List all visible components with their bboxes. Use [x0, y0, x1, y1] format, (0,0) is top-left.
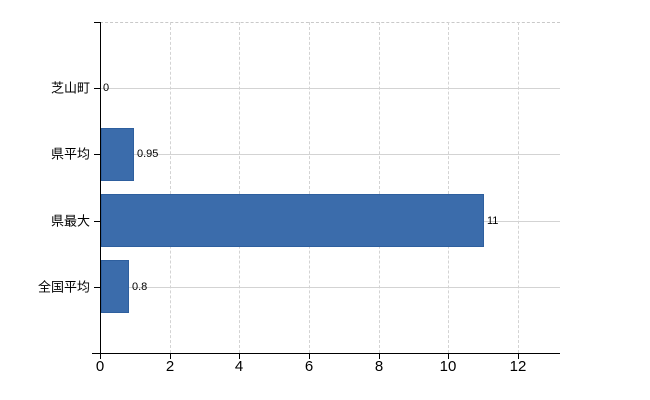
- y-axis-tick: [94, 22, 100, 23]
- vertical-gridline: [239, 22, 241, 353]
- y-axis-tick: [94, 154, 100, 155]
- y-axis-tick: [94, 88, 100, 89]
- y-category-label: 全国平均: [37, 279, 90, 295]
- x-axis-tick-label: 8: [374, 358, 384, 375]
- bar-value-label: 11: [487, 215, 499, 227]
- x-axis-tick: [309, 354, 310, 359]
- y-category-label: 芝山町: [50, 80, 90, 96]
- x-axis-tick-label: 12: [509, 358, 527, 375]
- x-axis-tick-label: 4: [234, 358, 244, 375]
- x-axis-tick-label: 6: [304, 358, 314, 375]
- x-axis-tick: [170, 354, 171, 359]
- y-axis-tick: [94, 221, 100, 222]
- x-axis-tick: [518, 354, 519, 359]
- x-axis-tick: [448, 354, 449, 359]
- vertical-gridline: [448, 22, 450, 353]
- bar: [101, 194, 484, 247]
- x-axis-tick-label: 2: [165, 358, 175, 375]
- x-axis-tick-label: 10: [439, 358, 457, 375]
- plot-top-border: [100, 22, 560, 23]
- x-axis-line: [92, 353, 560, 354]
- x-axis-tick: [100, 354, 101, 359]
- vertical-gridline: [169, 22, 171, 353]
- x-axis-tick: [239, 354, 240, 359]
- bar-value-label: 0.95: [137, 148, 159, 160]
- bar: [101, 128, 134, 181]
- vertical-gridline: [309, 22, 310, 353]
- horizontal-gridline: [100, 154, 560, 155]
- bar-value-label: 0: [103, 82, 110, 94]
- vertical-gridline: [378, 22, 380, 353]
- horizontal-gridline: [100, 88, 560, 89]
- y-axis-line: [100, 22, 101, 358]
- bar-value-label: 0.8: [132, 281, 148, 293]
- x-axis-tick: [379, 354, 380, 359]
- horizontal-gridline: [100, 287, 560, 288]
- vertical-gridline: [518, 22, 519, 353]
- bar: [101, 260, 129, 313]
- y-axis-tick: [94, 287, 100, 288]
- x-axis-tick-label: 0: [95, 358, 105, 375]
- y-category-label: 県最大: [50, 213, 90, 229]
- y-category-label: 県平均: [50, 146, 90, 162]
